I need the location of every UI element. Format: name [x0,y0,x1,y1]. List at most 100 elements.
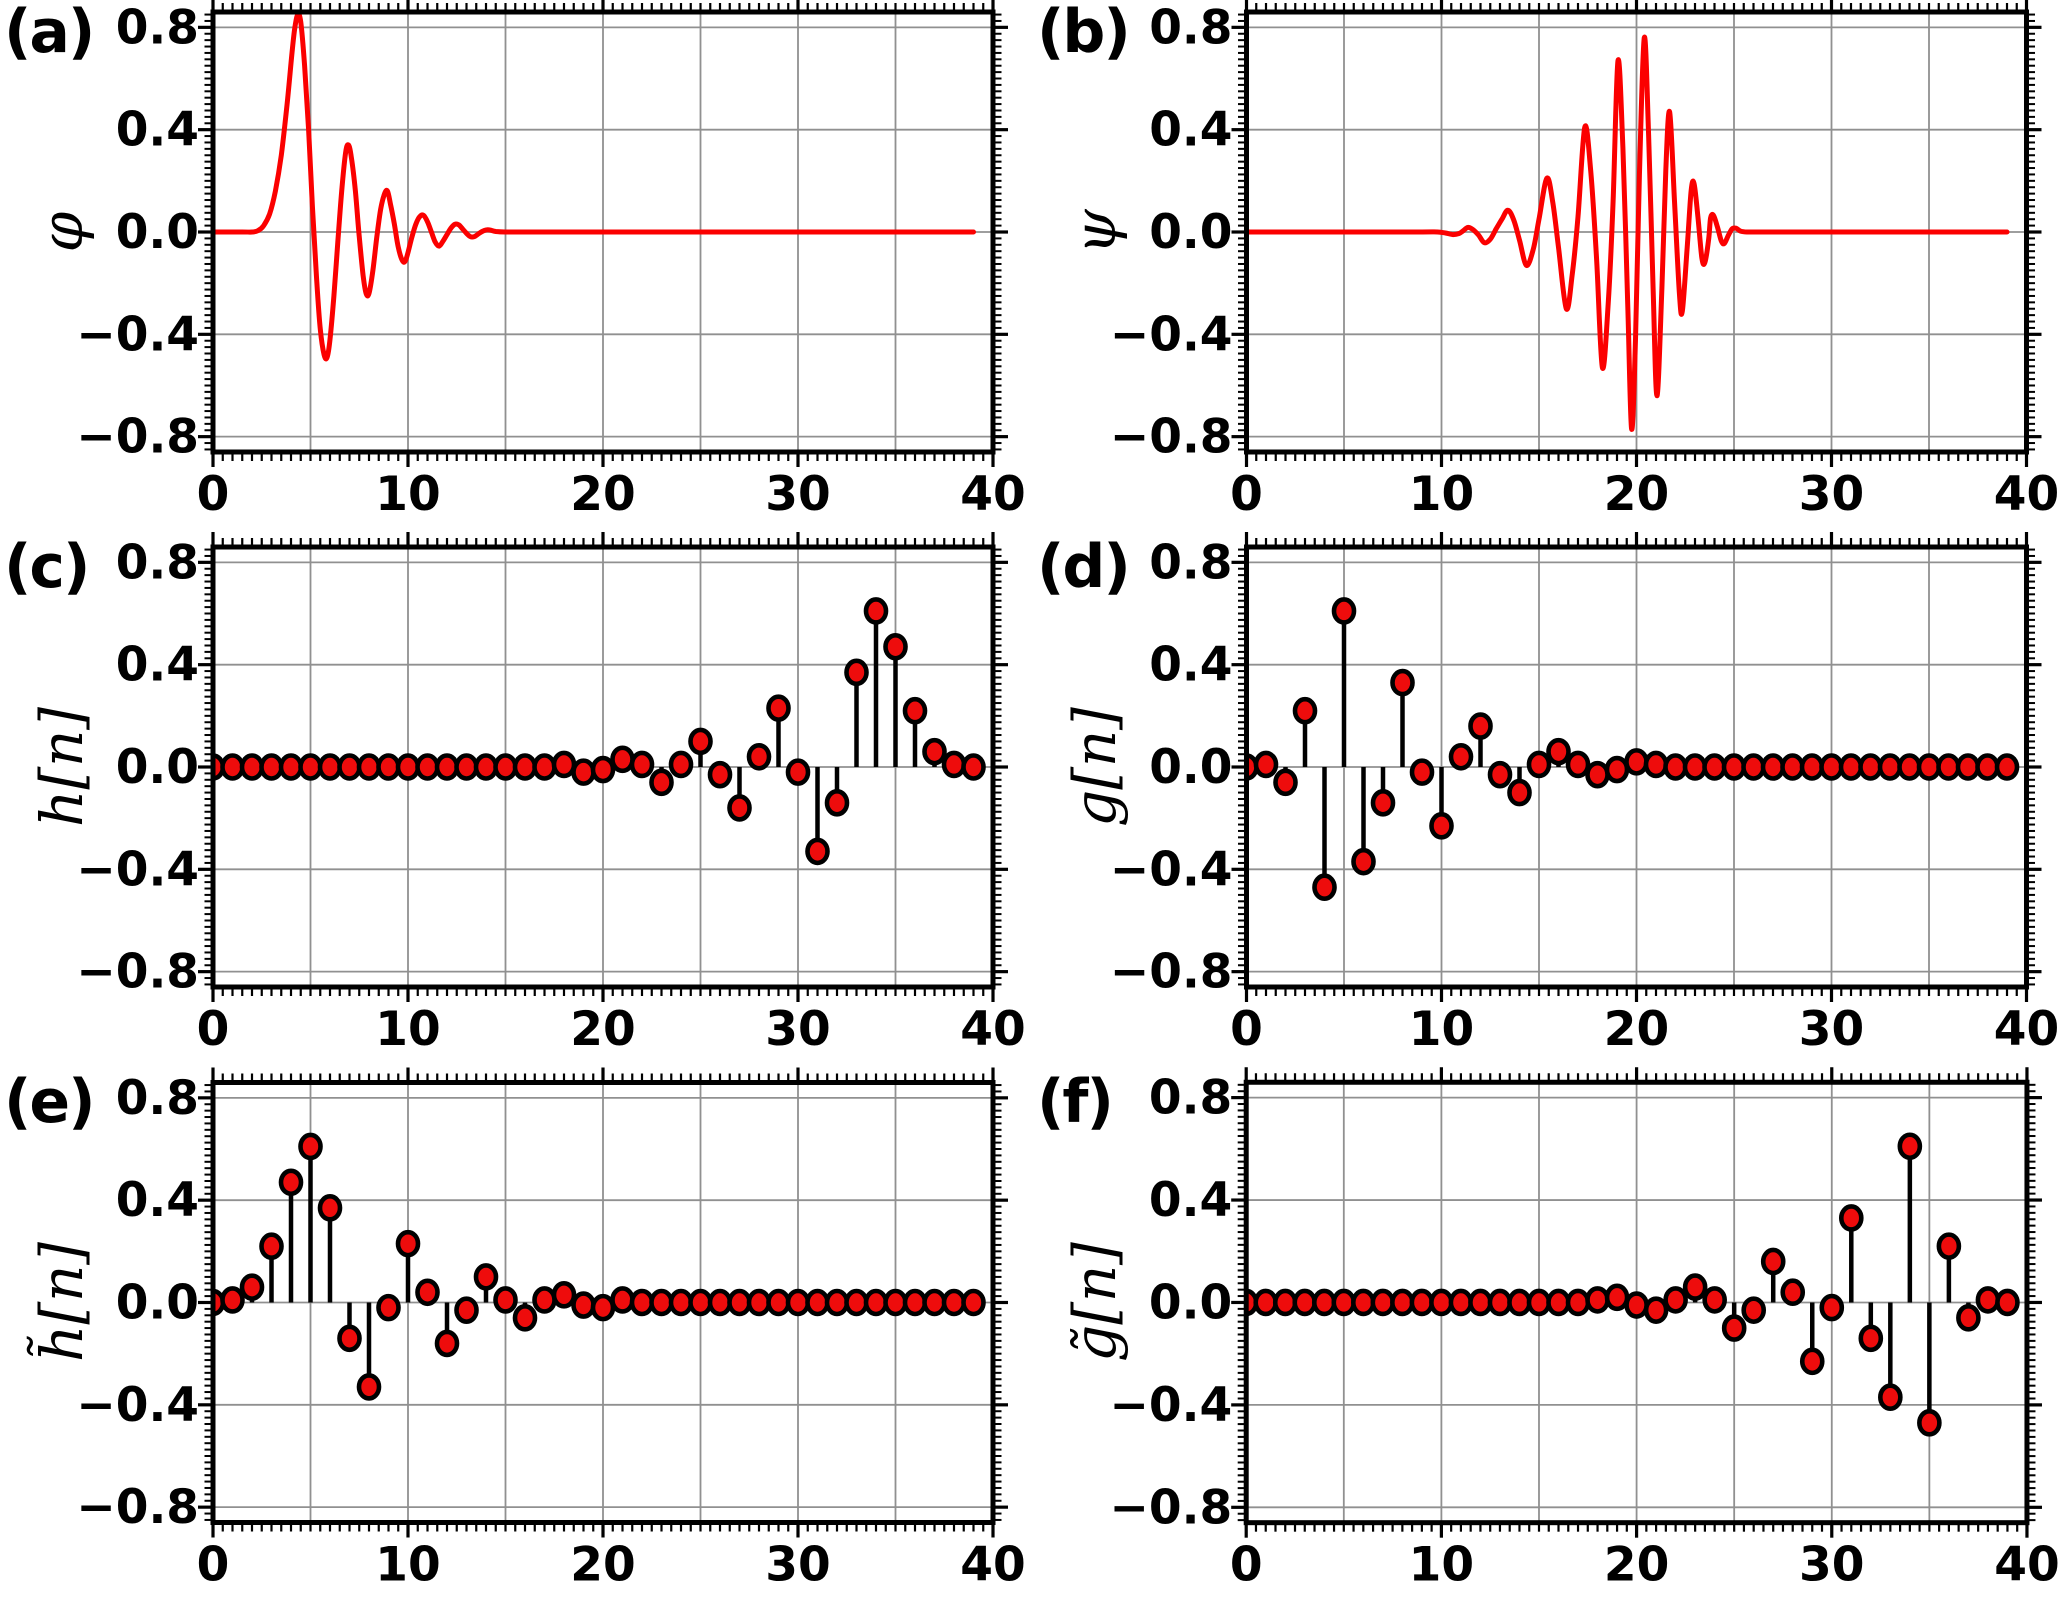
stem-dot [1741,753,1766,781]
stem-dot [883,1288,908,1317]
stem-dot [220,753,245,781]
stem-dot [1390,1288,1415,1317]
x-tick-label: 30 [1799,1002,1864,1057]
stem-dot [688,1288,713,1317]
y-tick-label: 0.8 [116,0,199,55]
panel-c-chart: 0 10 20 30 40 0.8 0.4 0.0 −0.4 −0.8 [76,532,1026,1057]
tick-labels: 0 10 20 30 40 0.8 0.4 0.0 −0.4 −0.8 [1110,0,2059,522]
stem-dot [1585,760,1610,789]
stem-dot [1877,753,1903,781]
x-tick-label: 20 [570,1538,635,1593]
panel-f-chart: 0 10 20 30 40 0.8 0.4 0.0 −0.4 −0.8 [1109,1067,2060,1593]
stem-dot [1409,758,1435,786]
stem-dot [922,1288,947,1317]
y-tick-label: −0.8 [1109,1480,1232,1535]
stem-dot [1429,812,1454,840]
stem-dot [1975,1286,2001,1314]
stem-dot [1370,789,1396,817]
stem-dot [746,742,772,771]
stem-dot [590,755,616,784]
stem-dot [1819,1293,1845,1322]
stem-dot [512,1304,538,1332]
stem-dot [259,753,284,781]
x-tick-label: 10 [1409,1538,1474,1593]
stem-dot [1487,760,1513,789]
stem-dot [1917,1409,1942,1437]
panel-c: 0 10 20 30 40 0.8 0.4 0.0 −0.4 −0.8 (c) h[n] [0,532,1033,1070]
stem-dot [824,1288,850,1317]
tick-labels: 0 10 20 30 40 0.8 0.4 0.0 −0.4 −0.8 [1109,1071,2059,1593]
x-tick-label: 40 [960,1538,1025,1593]
stem-dot [298,1132,323,1161]
stem-dot [337,1324,362,1353]
y-tick-label: 0.8 [1149,535,1232,590]
panel-c-ylabel: h[n] [28,707,96,827]
stem-dot [493,1286,518,1314]
y-tick-label: 0.4 [116,638,199,693]
stem-dot [902,696,928,725]
y-tick-label: −0.4 [76,842,199,897]
stem-dot [1253,750,1279,779]
stem-dot [1351,847,1376,876]
curve [1246,34,2010,432]
stem-dot [1448,1288,1474,1317]
stem-dot [961,1288,986,1317]
stem-dot [571,758,596,786]
stem-dot [629,750,655,779]
panel-d-letter: (d) [1037,532,1131,602]
stem-dot [727,1288,752,1317]
stem-dot [649,1288,674,1317]
panel-a-letter: (a) [4,0,95,67]
y-tick-label: 0.0 [1149,205,1232,260]
stem-dot [493,753,518,781]
tick-labels: 0 10 20 30 40 0.8 0.4 0.0 −0.4 −0.8 [1110,535,2059,1057]
panel-a-chart: 0 10 20 30 40 0.8 0.4 0.0 −0.4 −0.8 [76,0,1026,522]
stem-dot [1994,753,2020,781]
stem-dot [844,658,869,687]
stem-dot [1663,1286,1688,1314]
axis-ticks [1231,532,2042,1002]
stem-dot [1838,753,1864,781]
panel-f-ylabel: g̃[n] [1061,1242,1129,1362]
panel-b-letter: (b) [1037,0,1131,67]
stem-dot [337,753,362,781]
x-tick-label: 0 [197,1538,230,1593]
stem-dot [688,727,713,756]
stem-dot [1936,753,1961,781]
stem-dot [551,750,577,779]
y-tick-label: 0.8 [116,1071,199,1126]
stem-dot [1565,750,1591,779]
stem-series [1246,597,2020,902]
stem-dot [1799,753,1825,781]
axis-ticks [198,532,1008,1002]
y-tick-label: −0.4 [1109,1378,1232,1433]
stem-dot [434,1329,460,1358]
stem-dot [805,837,830,866]
x-tick-label: 20 [570,1002,635,1057]
y-tick-label: −0.4 [1110,307,1233,362]
x-tick-label: 20 [1604,467,1669,522]
y-tick-label: −0.4 [1110,842,1233,897]
y-tick-label: 0.0 [1149,740,1232,795]
stem-dot [1955,753,1981,781]
stem-dot [668,750,694,779]
axis-ticks [1231,1067,2042,1538]
x-tick-label: 40 [960,467,1025,522]
stem-dot [941,750,967,779]
x-tick-label: 30 [765,467,830,522]
y-tick-label: 0.4 [116,103,199,158]
y-tick-label: 0.0 [116,205,199,260]
stem-dot [1253,1288,1279,1317]
stem-dot [707,1288,733,1317]
stem-dot [1682,753,1708,781]
stem-dot [766,1288,791,1317]
stem-dot [785,758,811,786]
stem-dot [454,1296,479,1324]
stem-dot [473,1263,499,1291]
stem-dot [1468,1288,1493,1317]
stem-dot [863,597,889,625]
panel-e: 0 10 20 30 40 0.8 0.4 0.0 −0.4 −0.8 (e) h̃[n] [0,1067,1033,1606]
stem-dot [1370,1288,1396,1317]
stem-dot [1624,1291,1649,1319]
axis-ticks [198,1067,1008,1538]
